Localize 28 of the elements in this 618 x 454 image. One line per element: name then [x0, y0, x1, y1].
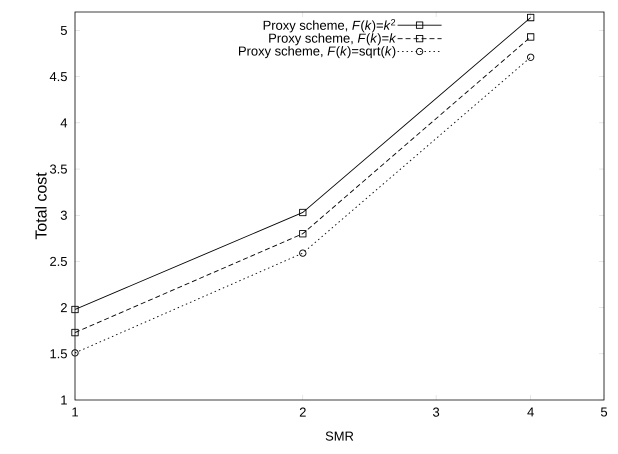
y-tick-label: 1.5: [50, 349, 67, 358]
legend-label: Proxy scheme, F(k)=k: [269, 33, 396, 46]
x-tick-label: 4: [527, 408, 534, 416]
point: [299, 208, 306, 216]
point: [299, 230, 306, 238]
y-tick-label: 2: [60, 303, 67, 312]
legend-label: Proxy scheme, F(k)=sqrt(k): [239, 46, 396, 58]
point: [71, 328, 79, 336]
y-axis-title: Total cost: [34, 172, 47, 240]
y-tick-label: 3: [60, 210, 67, 220]
point: [527, 54, 534, 61]
x-tick-label: 2: [300, 408, 306, 417]
x-tick-label: 5: [600, 408, 608, 417]
point: [527, 14, 534, 22]
point: [527, 33, 534, 41]
x-tick-label: 1: [72, 408, 78, 416]
legend-label: Proxy scheme, F(k)=k$^{2}$: [264, 19, 396, 32]
y-tick-label: 4: [60, 118, 68, 128]
point: [71, 306, 79, 314]
x-axis-title: SMR: [326, 432, 354, 441]
y-tick-label: 2.5: [50, 256, 67, 266]
y-tick-label: 5: [60, 26, 67, 35]
y-tick-label: 1: [61, 396, 67, 404]
point: [71, 349, 79, 357]
y-tick-label: 4.5: [50, 72, 67, 82]
x-tick-label: 3: [432, 408, 440, 417]
point: [299, 249, 306, 257]
y-tick-label: 3.5: [50, 164, 67, 174]
